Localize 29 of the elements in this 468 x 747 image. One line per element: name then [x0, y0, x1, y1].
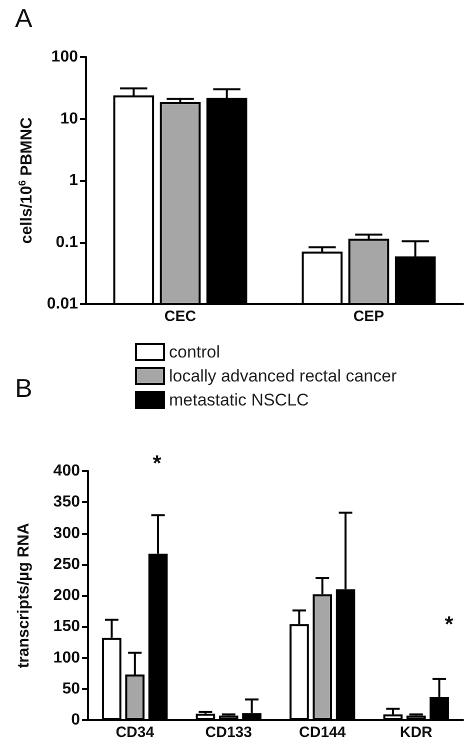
legend-label: control — [169, 342, 220, 362]
y-tick-label: 100 — [53, 649, 80, 666]
chart-title: A — [15, 3, 33, 33]
y-tick-label: 300 — [53, 524, 80, 542]
x-tick-label: CEP — [353, 308, 384, 325]
annotation: * — [152, 450, 162, 476]
y-tick-label: 400 — [53, 462, 80, 480]
x-tick-label: CD34 — [116, 724, 155, 741]
x-tick-label: CEC — [164, 308, 196, 325]
y-tick-label: 100 — [51, 48, 78, 66]
x-tick-label: CD144 — [299, 724, 346, 741]
y-tick-label: 150 — [53, 618, 80, 636]
annotation: * — [444, 612, 454, 636]
y-tick-label: 0.01 — [46, 296, 78, 312]
legend-label: locally advanced rectal cancer — [169, 366, 398, 386]
y-tick-label: 50 — [62, 680, 80, 698]
legend-label: metastatic NSCLC — [169, 390, 309, 410]
y-axis-title: transcripts/µg RNA — [16, 522, 32, 668]
x-tick-label: KDR — [400, 724, 433, 741]
y-tick-label: 0 — [71, 712, 80, 728]
y-tick-label: 250 — [53, 556, 80, 573]
y-tick-label: 1 — [69, 172, 78, 189]
y-axis-title: cells/106 PBMNC — [18, 116, 36, 244]
y-tick-label: 350 — [53, 494, 80, 511]
y-tick-label: 10 — [60, 110, 78, 128]
y-tick-label: 200 — [53, 587, 80, 604]
y-tick-label: 0.1 — [56, 234, 78, 251]
chart-title: B — [15, 373, 32, 403]
x-tick-label: CD133 — [205, 724, 252, 741]
